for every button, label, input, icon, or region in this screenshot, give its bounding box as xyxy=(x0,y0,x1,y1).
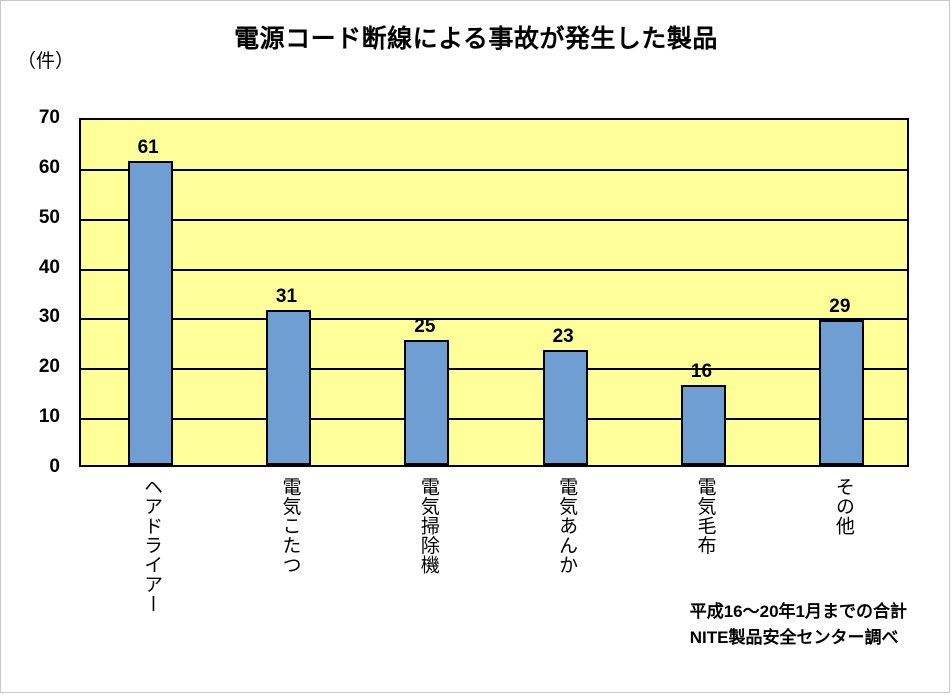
y-axis-tick-labels: 0 10 20 30 40 50 60 70 xyxy=(1,107,69,477)
y-axis-tick-label: 0 xyxy=(49,456,60,477)
gridline xyxy=(81,368,907,371)
bar xyxy=(542,350,588,465)
bar-value-label: 61 xyxy=(137,136,159,158)
bar xyxy=(681,385,726,465)
bar-value-label: 23 xyxy=(552,326,574,348)
y-axis-tick-label: 70 xyxy=(38,107,60,128)
footnote-line: 平成16〜20年1月までの合計 xyxy=(689,602,907,621)
gridline xyxy=(81,418,907,421)
gridline xyxy=(81,218,907,221)
x-axis-category-label: 電気掃除機 xyxy=(417,477,439,575)
bar-value-label: 16 xyxy=(690,361,713,383)
chart-title: 電源コード断線による事故が発生した製品 xyxy=(234,25,718,53)
bar xyxy=(404,340,450,465)
chart-footnotes: 平成16〜20年1月までの合計 NITE製品安全センター調べ xyxy=(690,599,907,652)
gridline xyxy=(81,168,907,171)
x-axis-category-label: 電気毛布 xyxy=(694,477,716,555)
x-axis-category-label: ヘアドライアー xyxy=(141,477,163,614)
bar xyxy=(127,160,173,465)
y-axis-tick-label: 40 xyxy=(38,256,60,278)
plot-area xyxy=(79,118,909,467)
bar xyxy=(266,310,311,465)
y-axis-tick-label: 30 xyxy=(38,306,60,328)
y-axis-tick-label: 60 xyxy=(38,156,60,178)
bar xyxy=(819,320,865,465)
gridline xyxy=(81,268,907,271)
y-axis-tick-label: 20 xyxy=(38,356,60,378)
x-axis-category-label: 電気あんか xyxy=(556,477,578,575)
footnote-line: NITE製品安全センター調べ xyxy=(689,628,899,648)
y-axis-tick-label: 50 xyxy=(38,206,60,228)
bar-value-label: 25 xyxy=(414,316,436,338)
y-axis-tick-label: 10 xyxy=(38,406,60,428)
y-axis-unit-label: （件） xyxy=(17,51,75,72)
x-axis-category-label: 電気こたつ xyxy=(279,477,301,575)
x-axis-category-label: その他 xyxy=(832,477,854,536)
gridline xyxy=(81,318,907,321)
bar-value-label: 29 xyxy=(829,296,851,318)
bar-value-label: 31 xyxy=(275,286,298,308)
